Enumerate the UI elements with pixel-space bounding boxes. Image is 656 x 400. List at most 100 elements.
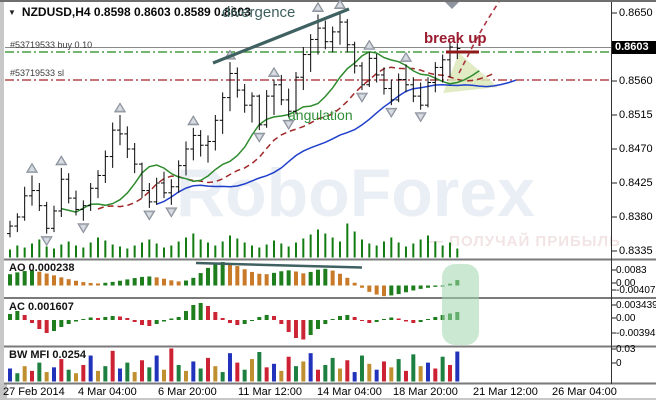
- bw-mfi-bar: [147, 367, 152, 382]
- volume-bar: [228, 235, 231, 258]
- ac-bar: [154, 320, 159, 324]
- ac-bar: [183, 311, 188, 320]
- bw-mfi-bar: [88, 355, 93, 382]
- ac-bar: [88, 317, 93, 320]
- volume-bar: [67, 241, 70, 258]
- ac-bar: [425, 319, 430, 320]
- ao-bar: [257, 273, 262, 286]
- bw-mfi-bar: [249, 359, 254, 382]
- projection-dashed-line[interactable]: [458, 1, 500, 74]
- bw-mfi-bar: [337, 368, 342, 382]
- volume-bar: [82, 247, 85, 258]
- volume-bar: [30, 243, 33, 258]
- volume-bar: [140, 242, 143, 258]
- price-tick-label: 0.8515: [619, 109, 653, 121]
- symbol-dropdown-icon[interactable]: ▼: [8, 7, 16, 17]
- ac-bar: [220, 318, 225, 320]
- bw-mfi-bar: [235, 362, 240, 382]
- symbol-ohlc-text: NZDUSD,H4 0.8598 0.8603 0.8589 0.8603: [21, 5, 251, 19]
- ao-bar: [345, 277, 350, 286]
- price-tick-label: 0.8335: [619, 245, 653, 257]
- ao-bar: [213, 263, 218, 286]
- chart-shift-marker-icon[interactable]: [445, 2, 459, 9]
- ao-bar: [389, 285, 394, 296]
- ao-bar: [374, 285, 379, 295]
- bw-mfi-bar: [367, 363, 372, 382]
- window-border-top: [0, 0, 656, 2]
- bw-mfi-bar: [411, 354, 416, 382]
- volume-bar: [258, 247, 261, 258]
- bw-mfi-bar: [198, 368, 203, 382]
- ao-bar: [59, 277, 64, 286]
- ao-bar: [73, 280, 78, 286]
- bw-mfi-bar: [389, 367, 394, 382]
- ao-bar: [125, 279, 130, 286]
- ao-bar: [352, 282, 357, 286]
- bw-mfi-bar: [433, 368, 438, 382]
- volume-bar: [118, 246, 121, 258]
- annotation-angulation[interactable]: angulation: [288, 107, 353, 123]
- ac-bar: [271, 316, 276, 320]
- ao-bar: [29, 270, 34, 286]
- ao-bar: [381, 285, 386, 297]
- bw-mfi-bar: [29, 370, 34, 382]
- volume-bar: [426, 235, 429, 258]
- bw-mfi-bar: [345, 360, 350, 382]
- bw-mfi-bar: [257, 352, 262, 382]
- order-buy-label[interactable]: #53719533 buy 0.10: [10, 40, 93, 50]
- volume-bar: [236, 238, 239, 258]
- ac-bar: [95, 318, 100, 320]
- ao-bar: [315, 269, 320, 286]
- indicator-scale-label: 0.03: [616, 344, 636, 355]
- ac-bar: [213, 312, 218, 320]
- bw-mfi-bar: [455, 351, 460, 382]
- annotation-break-up[interactable]: break up: [424, 30, 487, 47]
- symbol-info: ▼ NZDUSD,H4 0.8598 0.8603 0.8589 0.8603: [8, 5, 251, 19]
- divergence-trendline[interactable]: [212, 7, 350, 65]
- date-tick-label: 4 Mar 04:00: [78, 386, 137, 398]
- volume-bar: [412, 243, 415, 258]
- ac-bar: [337, 316, 342, 320]
- bw-mfi-bar: [183, 370, 188, 382]
- bw-mfi-bar: [301, 361, 306, 382]
- order-sl-label[interactable]: #53719533 sl: [10, 68, 65, 78]
- ac-bar: [8, 314, 12, 320]
- date-tick-label: 26 Mar 04:00: [552, 386, 617, 398]
- ao-bar: [220, 261, 225, 286]
- ac-bar: [176, 317, 181, 320]
- date-tick-label: 6 Mar 20:00: [158, 386, 217, 398]
- ac-bar: [73, 320, 78, 322]
- ac-bar: [198, 303, 203, 320]
- price-tick-label: 0.8425: [619, 177, 653, 189]
- ac-bar: [51, 320, 56, 331]
- ac-bar: [301, 320, 306, 340]
- ac-bar: [139, 320, 144, 325]
- volume-bar: [280, 243, 283, 258]
- indicator-scale-label: 0.0083: [616, 265, 647, 276]
- ac-bar: [191, 305, 196, 320]
- ac-bar: [29, 320, 34, 323]
- indicator-label-ao: AO 0.000238: [9, 262, 75, 274]
- ao-bar: [161, 278, 166, 286]
- date-tick-label: 18 Mar 20:00: [393, 386, 458, 398]
- bw-mfi-bar: [110, 350, 115, 382]
- volume-bar: [52, 248, 55, 258]
- date-tick-label: 27 Feb 2014: [3, 386, 65, 398]
- ac-bar: [235, 320, 240, 325]
- volume-bar: [45, 246, 48, 258]
- bw-mfi-bar: [271, 363, 276, 382]
- signal-highlight[interactable]: [442, 264, 479, 345]
- ac-bar: [117, 316, 122, 320]
- ac-bar: [323, 320, 328, 324]
- ao-bar: [8, 274, 12, 286]
- bw-mfi-bar: [308, 353, 313, 382]
- bw-mfi-bar: [381, 361, 386, 382]
- volume-bar: [9, 249, 11, 258]
- bw-mfi-bar: [37, 362, 42, 382]
- bw-mfi-bar: [220, 372, 225, 382]
- volume-bar: [148, 239, 151, 258]
- ao-divergence-line[interactable]: [195, 261, 363, 269]
- annotation-divergence[interactable]: divergence: [222, 4, 296, 21]
- price-tick-label: 0.8560: [619, 75, 653, 87]
